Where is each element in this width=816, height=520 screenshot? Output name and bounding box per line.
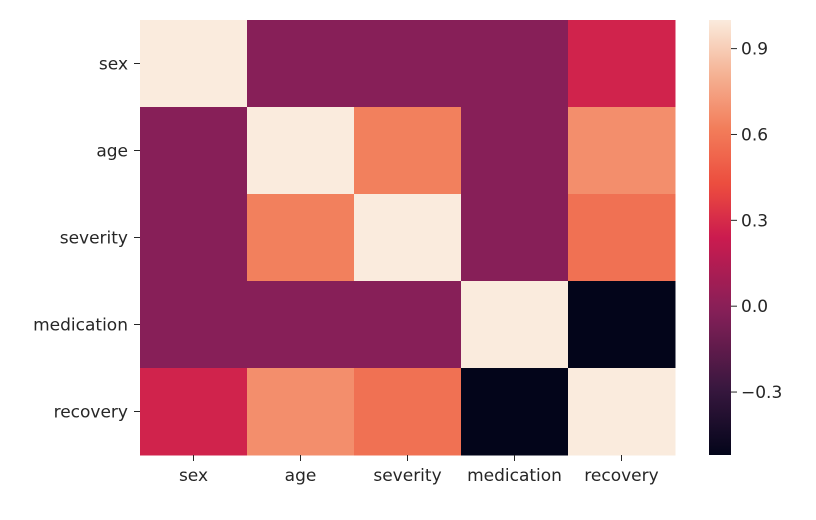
heatmap-cell (247, 20, 355, 108)
heatmap-cell (568, 194, 676, 282)
colorbar-tick-label: 0.9 (741, 40, 768, 60)
heatmap-cell (140, 368, 248, 456)
heatmap-cell (140, 20, 248, 108)
colorbar-tick-label: 0.6 (741, 125, 768, 145)
heatmap-cell (247, 107, 355, 195)
y-tick-label: age (96, 142, 128, 162)
heatmap-cell (354, 368, 462, 456)
y-axis: sex age severity medication recovery (33, 55, 140, 423)
colorbar-tick-label: −0.3 (741, 383, 782, 403)
colorbar-gradient (709, 20, 731, 455)
heatmap-cell (140, 194, 248, 282)
heatmap-cell (461, 368, 569, 456)
heatmap-cell (568, 107, 676, 195)
y-tick-label: recovery (54, 403, 128, 423)
heatmap-cell (568, 20, 676, 108)
colorbar-tick-label: 0.3 (741, 211, 768, 231)
y-tick-label: sex (99, 55, 128, 75)
colorbar-tick-label: 0.0 (741, 297, 768, 317)
colorbar: 0.9 0.6 0.3 0.0 −0.3 (709, 20, 782, 455)
heatmap-cell (140, 281, 248, 369)
x-tick-label: age (285, 466, 317, 486)
y-tick-label: severity (60, 229, 128, 249)
x-tick-label: sex (179, 466, 208, 486)
heatmap-cell (140, 107, 248, 195)
x-axis: sex age severity medication recovery (179, 455, 659, 486)
heatmap-cells (140, 20, 676, 456)
heatmap-cell (461, 194, 569, 282)
x-tick-label: severity (373, 466, 441, 486)
y-tick-label: medication (33, 316, 128, 336)
heatmap-cell (568, 281, 676, 369)
heatmap-cell (461, 107, 569, 195)
heatmap-cell (247, 281, 355, 369)
heatmap-cell (354, 20, 462, 108)
heatmap-cell (354, 281, 462, 369)
heatmap-cell (461, 281, 569, 369)
heatmap-cell (247, 194, 355, 282)
heatmap-cell (354, 107, 462, 195)
x-tick-label: recovery (584, 466, 658, 486)
heatmap-cell (247, 368, 355, 456)
x-tick-label: medication (467, 466, 562, 486)
heatmap-cell (568, 368, 676, 456)
heatmap-cell (354, 194, 462, 282)
heatmap-cell (461, 20, 569, 108)
